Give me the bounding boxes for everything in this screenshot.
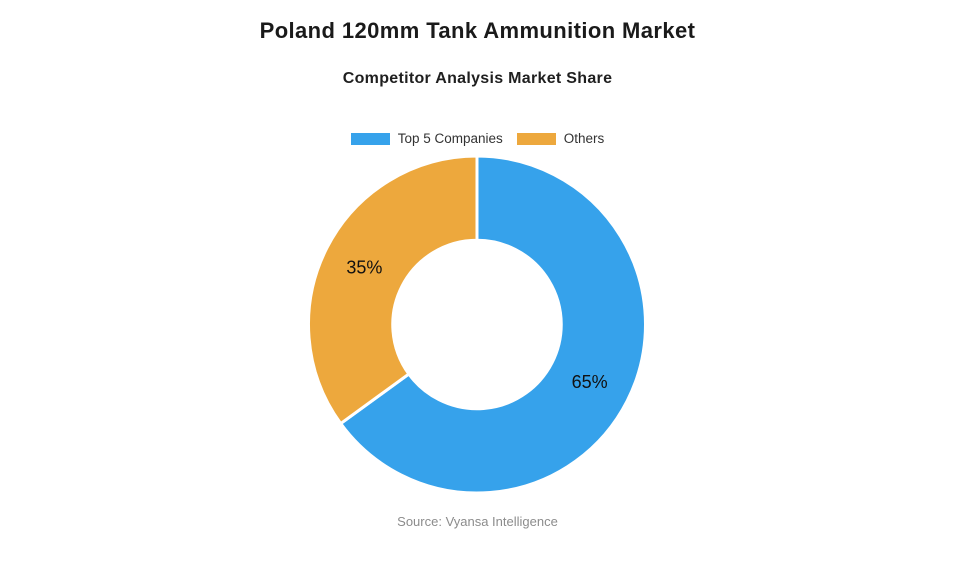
legend: Top 5 Companies Others (0, 131, 955, 146)
donut-chart: 65% 35% (307, 154, 647, 495)
donut-slice-top-5-companies[interactable] (339, 154, 647, 495)
slice-label-others: 35% (346, 257, 382, 277)
legend-label: Others (563, 131, 605, 146)
slice-label-top-5-companies: 65% (572, 372, 608, 392)
legend-item-others[interactable]: Others (516, 131, 605, 146)
legend-label: Top 5 Companies (397, 131, 503, 146)
donut-slice-others[interactable] (307, 154, 479, 426)
chart-subtitle: Competitor Analysis Market Share (342, 70, 613, 87)
source-note: Source: Vyansa Intelligence (397, 514, 558, 529)
legend-item-top-5-companies[interactable]: Top 5 Companies (350, 131, 503, 146)
legend-swatch-others (516, 132, 556, 145)
legend-swatch-top-5-companies (350, 132, 390, 145)
chart-title: Poland 120mm Tank Ammunition Market (259, 18, 696, 43)
